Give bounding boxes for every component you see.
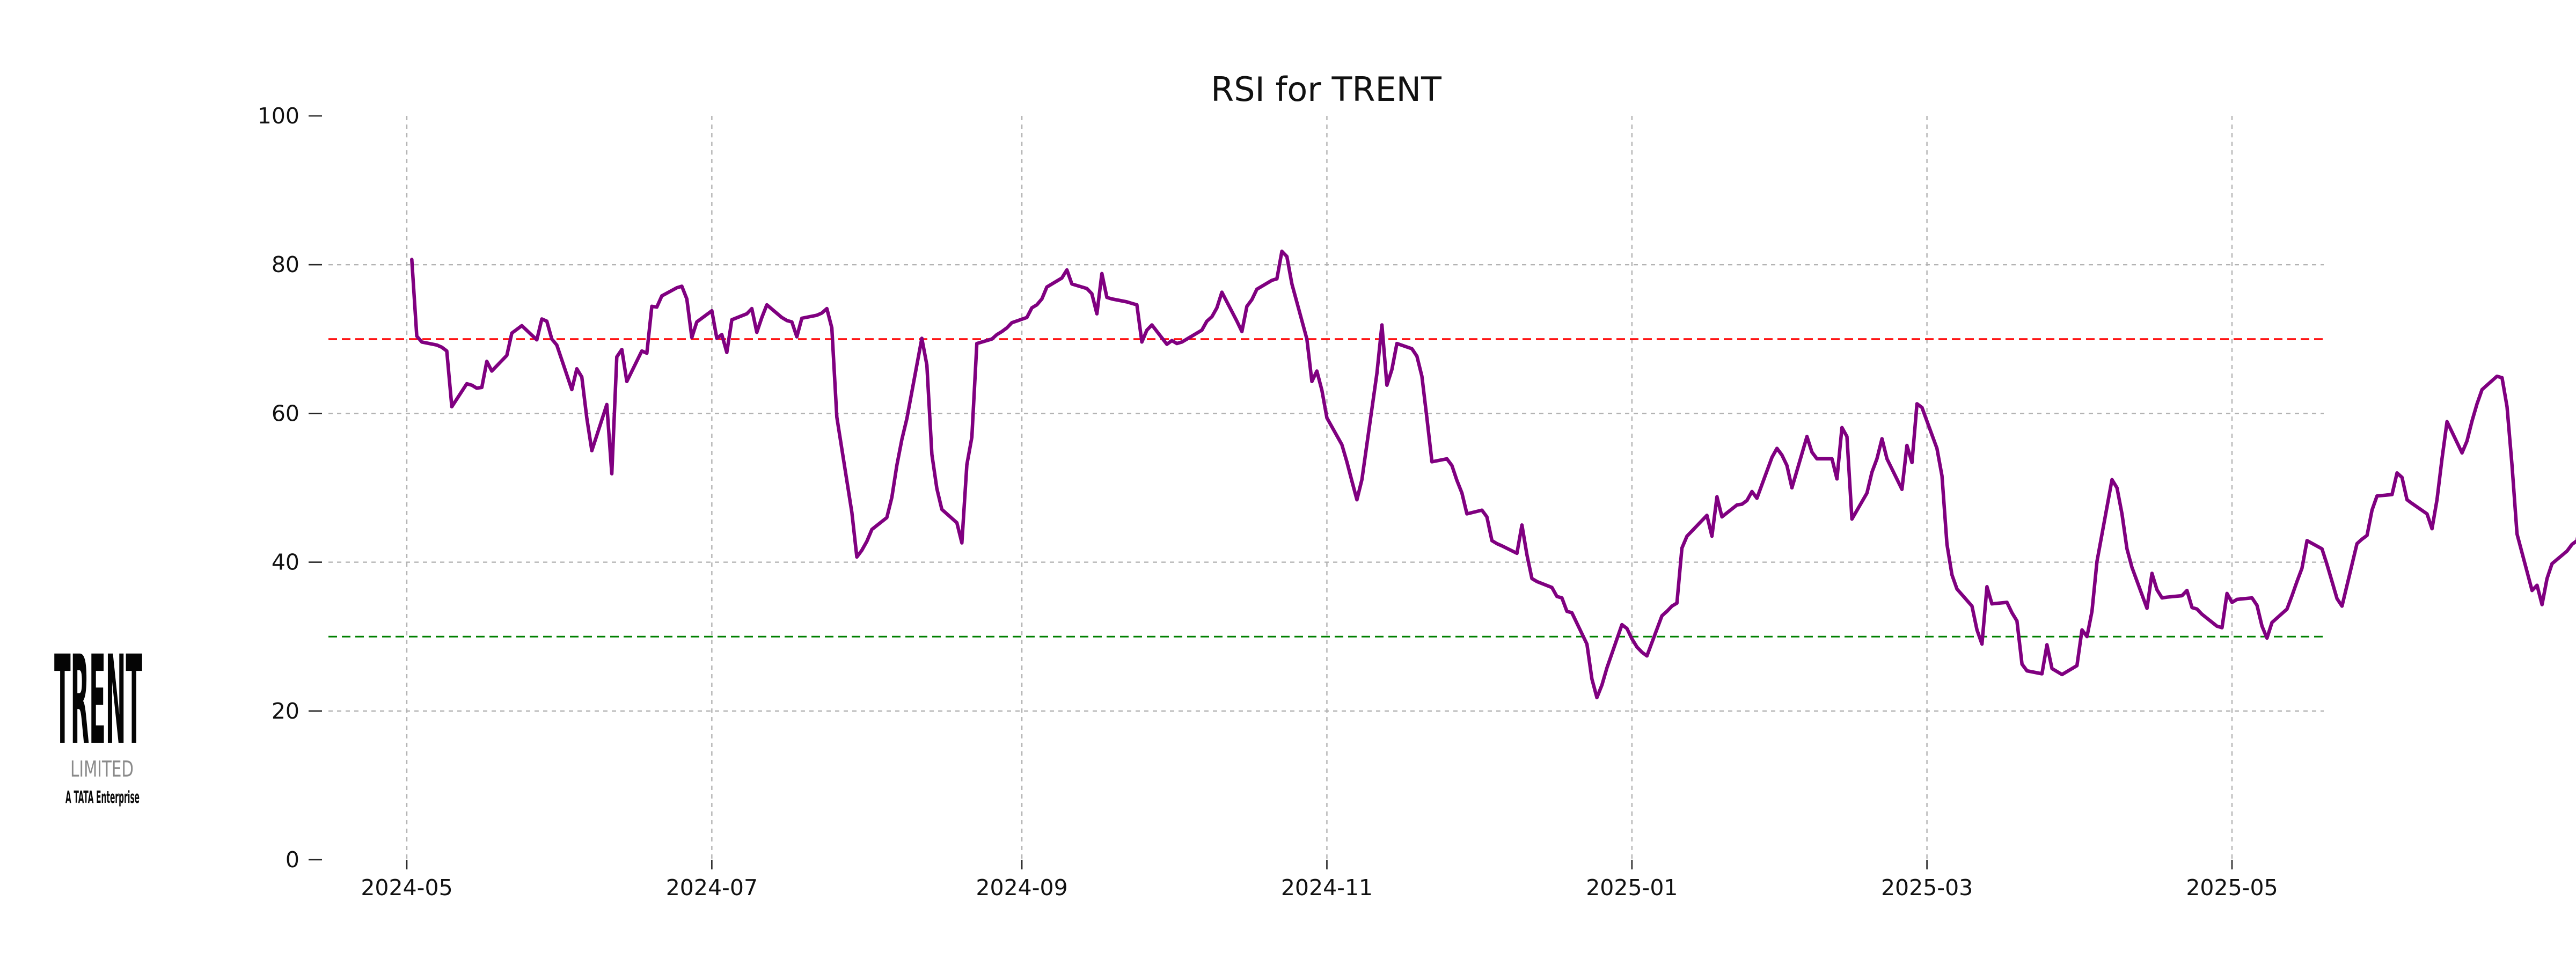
logo-tagline-text: A TATA Enterprise bbox=[65, 788, 140, 807]
x-tick-label: 2024-11 bbox=[1281, 875, 1373, 901]
y-tick-label: 60 bbox=[272, 400, 299, 426]
logo-brand-text: TRENT bbox=[54, 629, 142, 772]
y-tick-label: 80 bbox=[272, 252, 299, 277]
gridlines bbox=[328, 116, 2324, 860]
x-tick-label: 2024-09 bbox=[976, 875, 1067, 901]
reference-lines bbox=[328, 338, 2324, 638]
series-lines bbox=[410, 250, 2576, 700]
chart-title: RSI for TRENT bbox=[1211, 70, 1442, 109]
x-tick-label: 2024-07 bbox=[666, 875, 758, 901]
y-tick-label: 20 bbox=[272, 698, 299, 724]
x-tick-label: 2025-05 bbox=[2186, 875, 2278, 901]
y-tick-label: 0 bbox=[286, 847, 299, 873]
rsi-line bbox=[410, 250, 2576, 700]
axis-ticks bbox=[309, 115, 2233, 869]
trent-logo: TRENT LIMITED A TATA Enterprise bbox=[54, 629, 142, 807]
x-tick-label: 2025-01 bbox=[1586, 875, 1678, 901]
y-tick-label: 100 bbox=[258, 103, 299, 129]
logo-subtitle-text: LIMITED bbox=[70, 756, 134, 782]
x-tick-label: 2024-05 bbox=[361, 875, 452, 901]
x-tick-label: 2025-03 bbox=[1881, 875, 1973, 901]
y-tick-label: 40 bbox=[272, 550, 299, 575]
axis-labels: 2024-05 2024-07 2024-09 2024-11 2025-01 2025-… bbox=[258, 103, 2278, 901]
